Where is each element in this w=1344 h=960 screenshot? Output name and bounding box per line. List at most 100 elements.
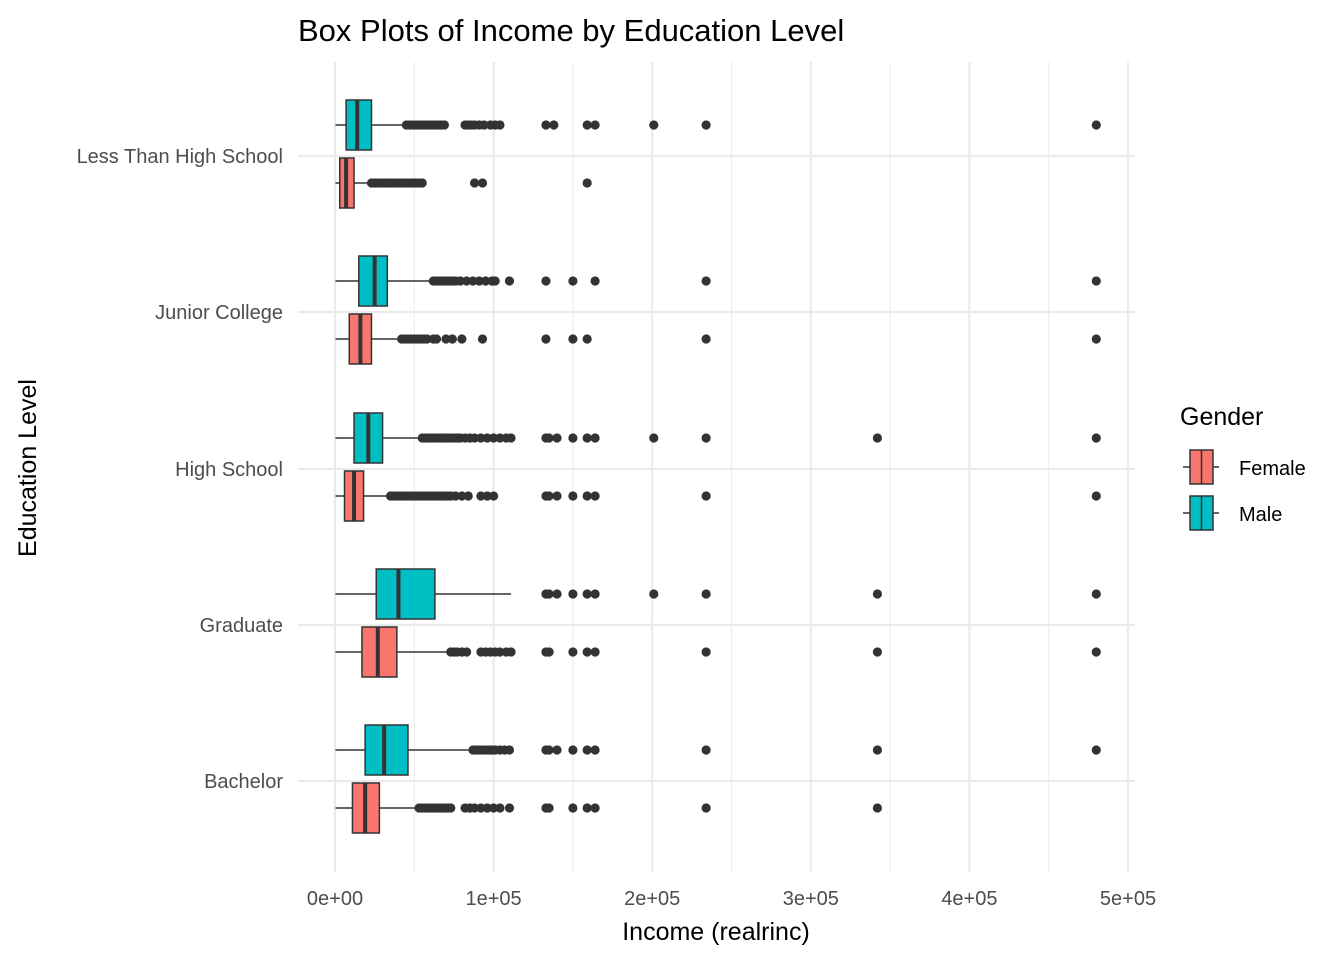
outlier-point (872, 647, 883, 657)
outlier-point (504, 745, 515, 755)
outlier-point (468, 276, 478, 286)
outlier-point (482, 803, 492, 813)
outlier-point (544, 491, 554, 501)
outlier-point (568, 276, 578, 286)
outlier-point (450, 491, 461, 501)
outlier-point (872, 589, 883, 599)
outlier-point (590, 745, 600, 755)
outlier-point (590, 491, 600, 501)
outlier-point (544, 647, 554, 657)
outlier-point (1091, 334, 1101, 344)
outlier-point (649, 433, 659, 443)
outlier-point (447, 334, 457, 344)
box-male (335, 255, 1101, 307)
outlier-point (462, 276, 472, 286)
outlier-point (441, 334, 451, 344)
outlier-point (582, 745, 592, 755)
outlier-point (455, 276, 465, 286)
outlier-point (701, 589, 711, 599)
grid-lines (298, 62, 1135, 872)
outlier-point (582, 178, 592, 188)
outlier-point (544, 745, 554, 755)
outlier-point (482, 491, 492, 501)
box-female (335, 626, 1101, 678)
axes: 0e+00 1e+05 2e+05 3e+05 4e+05 5e+05 Bachelor Gr… (77, 146, 1157, 910)
outlier-point (649, 120, 659, 130)
outlier-point (463, 491, 473, 501)
outlier-point (582, 491, 592, 501)
outlier-point (1091, 120, 1101, 130)
outlier-point (568, 334, 578, 344)
outlier-point (495, 433, 505, 443)
outlier-point (872, 803, 883, 813)
outlier-point (490, 276, 500, 286)
outlier-point (590, 589, 600, 599)
outlier-point (541, 276, 551, 286)
outlier-point (495, 803, 505, 813)
outlier-point (701, 276, 711, 286)
legend-title: Gender (1180, 403, 1263, 431)
box-female (335, 157, 592, 209)
box-iqr (375, 568, 436, 620)
y-tick-label: Less Than High School (77, 146, 283, 168)
legend-key-male (1183, 495, 1219, 531)
outlier-point (568, 491, 578, 501)
legend-label: Female (1239, 458, 1306, 480)
outlier-point (481, 276, 491, 286)
outlier-point (506, 433, 516, 443)
outlier-point (477, 178, 488, 188)
box-male (335, 99, 1101, 151)
outlier-point (457, 491, 467, 501)
outlier-point (582, 433, 592, 443)
outlier-point (582, 334, 592, 344)
chart-title: Box Plots of Income by Education Level (298, 13, 844, 48)
outlier-point (701, 491, 711, 501)
outlier-point (552, 491, 562, 501)
outlier-point (469, 178, 480, 188)
outlier-point (462, 647, 472, 657)
outlier-point (457, 334, 467, 344)
y-tick-label: Junior College (155, 302, 283, 324)
x-tick-label: 1e+05 (466, 888, 522, 910)
x-tick-label: 4e+05 (941, 888, 997, 910)
outlier-point (1091, 491, 1101, 501)
box-iqr (364, 724, 409, 776)
y-axis-title: Education Level (14, 379, 42, 557)
outlier-point (590, 647, 600, 657)
y-tick-label: Graduate (200, 615, 283, 637)
outlier-point (446, 803, 456, 813)
outlier-point (504, 276, 515, 286)
y-tick-label: Bachelor (204, 771, 283, 793)
outlier-point (568, 803, 578, 813)
outlier-point (590, 120, 600, 130)
box-plots (335, 99, 1101, 834)
outlier-point (506, 647, 516, 657)
outlier-point (590, 803, 600, 813)
outlier-point (568, 589, 578, 599)
outlier-point (489, 803, 499, 813)
outlier-point (431, 334, 442, 344)
x-tick-label: 5e+05 (1100, 888, 1156, 910)
box-female (335, 313, 1101, 365)
legend-key-female (1183, 449, 1219, 485)
x-axis-title: Income (realrinc) (622, 918, 810, 946)
legend-label: Male (1239, 504, 1282, 526)
outlier-point (476, 433, 486, 443)
outlier-point (552, 589, 562, 599)
outlier-point (568, 647, 578, 657)
outlier-point (582, 803, 592, 813)
outlier-point (439, 120, 450, 130)
box-male (335, 568, 1101, 620)
box-female (335, 782, 883, 834)
x-tick-label: 0e+00 (307, 888, 363, 910)
outlier-point (469, 433, 480, 443)
outlier-point (1091, 276, 1101, 286)
x-tick-label: 2e+05 (624, 888, 680, 910)
y-tick-label: High School (175, 459, 283, 481)
box-female (335, 470, 1101, 522)
outlier-point (495, 120, 505, 130)
outlier-point (479, 120, 489, 130)
outlier-point (649, 589, 659, 599)
